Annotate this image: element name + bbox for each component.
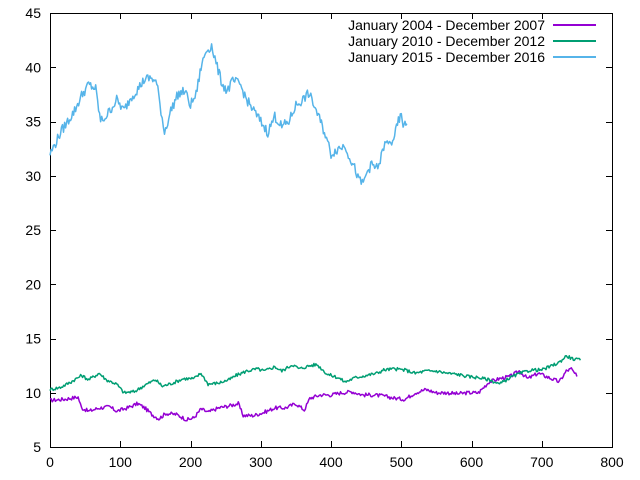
x-tick-label: 200 [179, 454, 203, 470]
x-tick-label: 600 [460, 454, 484, 470]
x-tick-label: 100 [109, 454, 133, 470]
series-line-3 [49, 43, 408, 185]
legend-label-3: January 2015 - December 2016 [348, 49, 545, 65]
y-tick-label: 25 [25, 222, 41, 238]
y-tick-label: 10 [25, 385, 41, 401]
x-tick-label: 0 [46, 454, 54, 470]
y-tick-label: 15 [25, 331, 41, 347]
y-tick-label: 5 [33, 439, 41, 455]
x-tick-label: 800 [600, 454, 624, 470]
series-line-1 [49, 367, 578, 422]
x-tick-label: 700 [530, 454, 554, 470]
y-tick-label: 20 [25, 276, 41, 292]
series-lines [49, 43, 582, 422]
y-axis: 5 10 15 20 25 30 35 40 45 [25, 5, 612, 455]
legend-label-2: January 2010 - December 2012 [348, 33, 545, 49]
x-tick-label: 500 [390, 454, 414, 470]
y-tick-label: 40 [25, 59, 41, 75]
y-tick-label: 45 [25, 5, 41, 21]
y-tick-label: 35 [25, 114, 41, 130]
x-tick-label: 400 [319, 454, 343, 470]
x-axis: 0 100 200 300 400 500 600 700 800 [46, 13, 624, 470]
plot-frame [50, 13, 613, 448]
series-line-2 [49, 354, 582, 395]
x-tick-label: 300 [249, 454, 273, 470]
legend-label-1: January 2004 - December 2007 [348, 17, 545, 33]
y-tick-label: 30 [25, 168, 41, 184]
